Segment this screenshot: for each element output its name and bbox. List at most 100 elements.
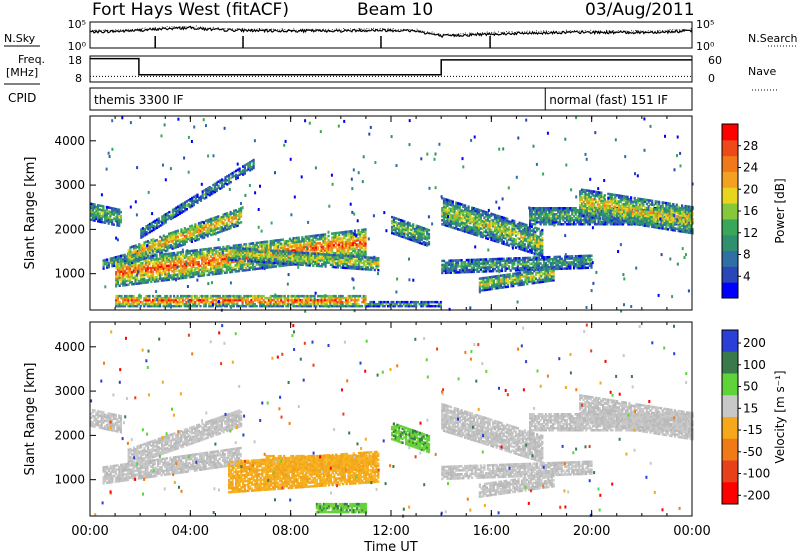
data-cell — [201, 230, 204, 234]
data-cell — [118, 276, 121, 280]
data-cell — [327, 234, 330, 238]
data-cell — [245, 302, 248, 306]
data-cell — [123, 269, 127, 273]
data-cell — [294, 238, 297, 242]
data-cell — [217, 184, 220, 187]
data-cell — [401, 304, 404, 308]
data-cell — [107, 206, 110, 209]
data-cell — [139, 264, 142, 267]
data-cell — [325, 294, 328, 298]
data-cell — [325, 300, 328, 304]
data-cell — [253, 243, 256, 247]
data-cell — [152, 224, 155, 228]
data-cell — [383, 300, 386, 304]
data-cell — [167, 268, 170, 271]
data-cell — [95, 215, 98, 219]
data-cell — [297, 244, 300, 247]
data-cell — [391, 225, 394, 229]
data-cell — [177, 209, 180, 212]
data-cell — [345, 260, 348, 264]
data-cell — [199, 252, 202, 256]
data-cell — [277, 259, 280, 263]
data-cell — [229, 258, 232, 261]
data-cell — [191, 200, 194, 204]
data-cell — [318, 243, 321, 247]
data-cell — [134, 276, 137, 280]
data-cell — [145, 254, 148, 258]
data-cell — [236, 294, 239, 298]
data-cell — [317, 258, 320, 262]
data-cell — [119, 218, 122, 222]
data-cell — [417, 235, 420, 238]
data-cell — [271, 251, 275, 254]
data-cell — [446, 224, 449, 228]
data-cell — [183, 254, 186, 258]
data-cell — [155, 250, 158, 254]
data-cell — [100, 204, 103, 208]
data-cell — [95, 211, 98, 215]
data-cell — [247, 166, 250, 169]
data-cell — [243, 253, 246, 256]
data-cell — [436, 304, 439, 308]
data-cell — [321, 263, 324, 266]
data-cell — [307, 262, 310, 265]
data-cell — [455, 215, 458, 218]
data-cell — [462, 263, 465, 266]
data-cell — [420, 234, 423, 237]
data-cell — [474, 217, 477, 221]
data-cell — [113, 258, 116, 261]
data-cell — [152, 262, 155, 265]
data-cell — [250, 256, 253, 259]
data-cell — [499, 229, 502, 232]
data-cell — [338, 294, 341, 298]
data-cell — [392, 220, 395, 223]
data-cell — [220, 248, 223, 251]
data-cell — [245, 253, 248, 257]
data-cell — [345, 258, 348, 262]
data-cell — [217, 231, 220, 234]
data-cell — [226, 214, 229, 217]
data-cell — [458, 216, 461, 220]
data-cell — [243, 172, 246, 175]
data-cell — [331, 298, 334, 302]
data-cell — [243, 251, 246, 254]
data-cell — [148, 266, 151, 270]
data-cell — [159, 263, 162, 267]
data-cell — [534, 230, 537, 234]
data-cell — [451, 202, 454, 205]
data-cell — [223, 298, 227, 302]
data-cell — [350, 251, 353, 255]
data-cell — [154, 219, 157, 223]
data-cell — [462, 203, 465, 207]
data-cell — [208, 226, 211, 229]
data-cell — [176, 235, 179, 238]
data-cell — [485, 264, 488, 267]
data-cell — [185, 240, 188, 243]
data-cell — [285, 263, 288, 267]
data-cell — [462, 270, 465, 274]
data-cell — [399, 304, 402, 308]
data-cell — [192, 251, 195, 254]
data-cell — [220, 258, 223, 261]
data-cell — [527, 240, 530, 243]
data-cell — [181, 252, 184, 256]
data-cell — [190, 234, 193, 237]
data-cell — [209, 259, 213, 262]
data-cell — [260, 265, 263, 268]
data-cell — [392, 304, 395, 308]
data-cell — [144, 294, 148, 298]
data-cell — [342, 256, 345, 259]
data-cell — [479, 227, 482, 230]
data-cell — [166, 266, 169, 270]
data-cell — [203, 197, 206, 200]
data-cell — [120, 256, 123, 260]
data-cell — [338, 264, 341, 267]
data-cell — [322, 298, 325, 302]
data-cell — [415, 300, 418, 304]
data-cell — [345, 256, 348, 260]
data-cell — [225, 255, 228, 258]
data-cell — [255, 255, 258, 259]
data-cell — [222, 255, 225, 259]
data-cell — [91, 203, 94, 206]
data-cell — [242, 173, 245, 176]
